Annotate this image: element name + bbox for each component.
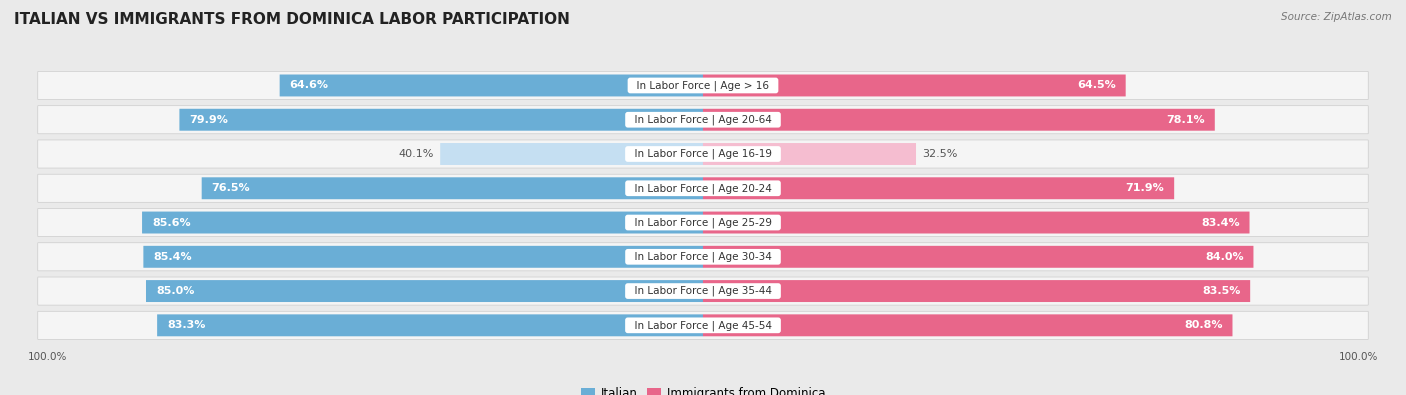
Text: 83.4%: 83.4% bbox=[1201, 218, 1240, 228]
FancyBboxPatch shape bbox=[180, 109, 703, 131]
FancyBboxPatch shape bbox=[38, 243, 1368, 271]
Text: ITALIAN VS IMMIGRANTS FROM DOMINICA LABOR PARTICIPATION: ITALIAN VS IMMIGRANTS FROM DOMINICA LABO… bbox=[14, 12, 569, 27]
FancyBboxPatch shape bbox=[38, 311, 1368, 339]
Text: 78.1%: 78.1% bbox=[1166, 115, 1205, 125]
FancyBboxPatch shape bbox=[703, 314, 1233, 336]
Text: In Labor Force | Age 16-19: In Labor Force | Age 16-19 bbox=[627, 149, 779, 159]
Text: 32.5%: 32.5% bbox=[922, 149, 957, 159]
Text: 85.4%: 85.4% bbox=[153, 252, 191, 262]
FancyBboxPatch shape bbox=[201, 177, 703, 199]
Legend: Italian, Immigrants from Dominica: Italian, Immigrants from Dominica bbox=[576, 382, 830, 395]
Text: In Labor Force | Age 45-54: In Labor Force | Age 45-54 bbox=[627, 320, 779, 331]
FancyBboxPatch shape bbox=[38, 140, 1368, 168]
Text: 85.0%: 85.0% bbox=[156, 286, 194, 296]
Text: 64.5%: 64.5% bbox=[1077, 81, 1116, 90]
FancyBboxPatch shape bbox=[146, 280, 703, 302]
Text: Source: ZipAtlas.com: Source: ZipAtlas.com bbox=[1281, 12, 1392, 22]
Text: In Labor Force | Age 35-44: In Labor Force | Age 35-44 bbox=[627, 286, 779, 296]
Text: 64.6%: 64.6% bbox=[290, 81, 329, 90]
FancyBboxPatch shape bbox=[157, 314, 703, 336]
Text: 83.3%: 83.3% bbox=[167, 320, 205, 330]
FancyBboxPatch shape bbox=[143, 246, 703, 268]
Text: 79.9%: 79.9% bbox=[190, 115, 228, 125]
FancyBboxPatch shape bbox=[703, 109, 1215, 131]
FancyBboxPatch shape bbox=[703, 246, 1254, 268]
Text: 84.0%: 84.0% bbox=[1205, 252, 1243, 262]
FancyBboxPatch shape bbox=[38, 71, 1368, 100]
FancyBboxPatch shape bbox=[440, 143, 703, 165]
Text: 71.9%: 71.9% bbox=[1126, 183, 1164, 193]
Text: 40.1%: 40.1% bbox=[398, 149, 433, 159]
Text: In Labor Force | Age 20-24: In Labor Force | Age 20-24 bbox=[628, 183, 778, 194]
Text: In Labor Force | Age 20-64: In Labor Force | Age 20-64 bbox=[628, 115, 778, 125]
Text: 85.6%: 85.6% bbox=[152, 218, 191, 228]
FancyBboxPatch shape bbox=[38, 174, 1368, 202]
Text: 76.5%: 76.5% bbox=[211, 183, 250, 193]
FancyBboxPatch shape bbox=[703, 212, 1250, 233]
FancyBboxPatch shape bbox=[703, 280, 1250, 302]
FancyBboxPatch shape bbox=[280, 75, 703, 96]
FancyBboxPatch shape bbox=[703, 177, 1174, 199]
Text: In Labor Force | Age > 16: In Labor Force | Age > 16 bbox=[630, 80, 776, 91]
Text: 80.8%: 80.8% bbox=[1184, 320, 1223, 330]
FancyBboxPatch shape bbox=[38, 106, 1368, 134]
FancyBboxPatch shape bbox=[703, 75, 1126, 96]
Text: 83.5%: 83.5% bbox=[1202, 286, 1240, 296]
FancyBboxPatch shape bbox=[38, 277, 1368, 305]
Text: In Labor Force | Age 25-29: In Labor Force | Age 25-29 bbox=[627, 217, 779, 228]
Text: In Labor Force | Age 30-34: In Labor Force | Age 30-34 bbox=[628, 252, 778, 262]
FancyBboxPatch shape bbox=[142, 212, 703, 233]
FancyBboxPatch shape bbox=[38, 209, 1368, 237]
FancyBboxPatch shape bbox=[703, 143, 917, 165]
